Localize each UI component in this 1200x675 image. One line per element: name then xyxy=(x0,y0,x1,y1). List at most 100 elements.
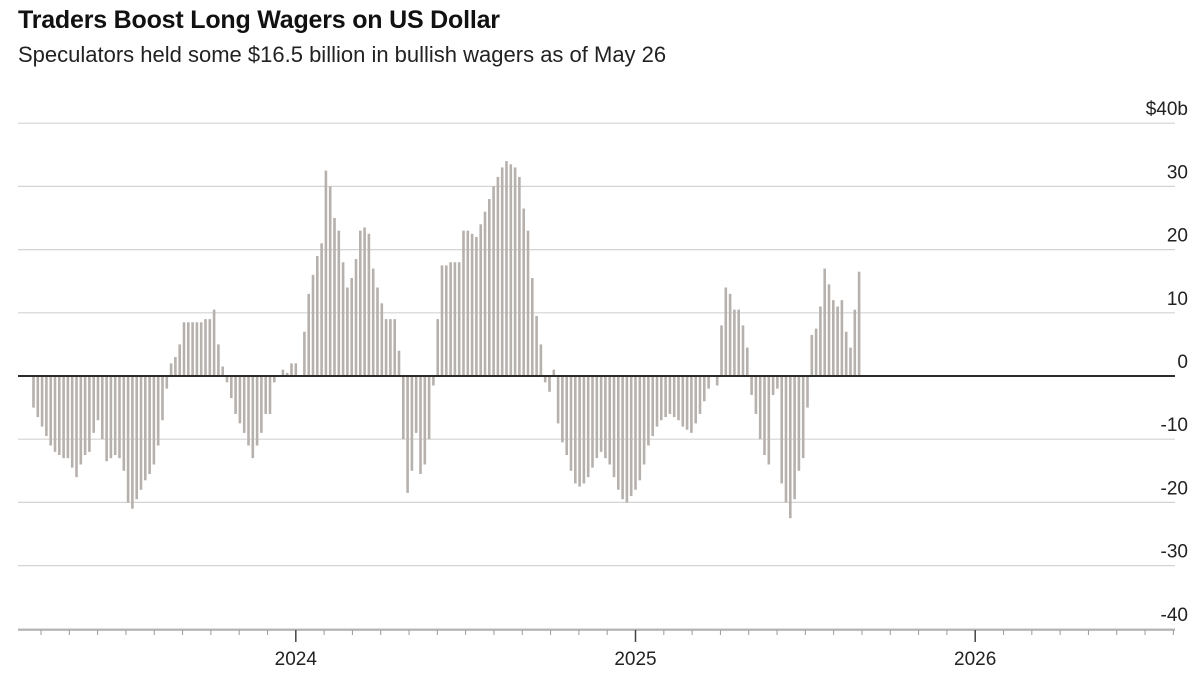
bar xyxy=(234,376,237,414)
bar xyxy=(526,230,530,376)
bar xyxy=(771,376,775,395)
bar xyxy=(574,376,577,484)
bar xyxy=(135,376,138,500)
bar xyxy=(707,376,710,389)
bar xyxy=(281,369,285,376)
bar xyxy=(832,300,835,376)
bar xyxy=(690,376,693,433)
bar xyxy=(582,376,586,484)
bar xyxy=(746,347,749,376)
bar xyxy=(187,322,190,376)
bar xyxy=(311,274,315,376)
bar xyxy=(113,376,117,455)
bar xyxy=(608,376,611,465)
bar xyxy=(793,376,796,500)
bar xyxy=(789,376,792,519)
bar xyxy=(776,376,779,389)
bar xyxy=(758,376,762,440)
bar xyxy=(66,376,70,459)
bar xyxy=(32,376,35,408)
bar xyxy=(629,376,633,497)
y-tick-label: -40 xyxy=(1161,605,1188,626)
bar xyxy=(285,372,289,376)
bar xyxy=(844,331,848,376)
bar xyxy=(715,376,719,386)
bar xyxy=(440,265,444,376)
bar xyxy=(316,255,319,376)
bar xyxy=(483,211,487,376)
bar xyxy=(36,376,40,418)
bar xyxy=(763,376,766,455)
bar xyxy=(105,376,108,462)
y-tick-label: 30 xyxy=(1167,162,1188,183)
bar xyxy=(221,366,224,376)
bar xyxy=(664,376,667,418)
bar xyxy=(767,376,771,465)
bar xyxy=(586,376,590,478)
bar xyxy=(384,319,388,376)
bar xyxy=(406,376,409,493)
bar xyxy=(225,376,229,383)
bar xyxy=(518,176,521,376)
bar xyxy=(371,268,375,376)
bar xyxy=(359,230,362,376)
bar xyxy=(238,376,242,424)
bar xyxy=(814,328,818,376)
bar xyxy=(182,322,186,376)
bar xyxy=(827,284,831,376)
bar xyxy=(462,230,465,376)
bar xyxy=(208,319,212,376)
bar xyxy=(823,268,826,376)
bar xyxy=(668,376,672,414)
bar xyxy=(101,376,104,440)
bar xyxy=(548,376,551,392)
bar xyxy=(92,376,95,433)
bar xyxy=(333,218,336,376)
bar xyxy=(685,376,689,430)
bar xyxy=(139,376,143,490)
bar xyxy=(621,376,624,500)
bar xyxy=(178,344,181,376)
bar xyxy=(320,243,323,376)
bar xyxy=(500,167,504,376)
bar xyxy=(733,309,736,376)
y-tick-label: -10 xyxy=(1161,415,1188,436)
bar xyxy=(40,376,44,427)
bar xyxy=(543,376,547,383)
bar xyxy=(131,376,134,509)
bar xyxy=(251,376,255,459)
bar xyxy=(660,376,663,421)
bar xyxy=(53,376,57,452)
bar xyxy=(337,230,341,376)
bar xyxy=(165,376,169,389)
bar xyxy=(470,233,474,376)
bar xyxy=(552,369,556,376)
bar xyxy=(801,376,805,459)
bar xyxy=(169,363,173,376)
bar xyxy=(96,376,100,421)
bar xyxy=(634,376,637,490)
bar xyxy=(513,167,517,376)
bar xyxy=(367,233,371,376)
bar xyxy=(604,376,607,459)
bar xyxy=(737,309,740,376)
bar xyxy=(522,208,525,376)
bar xyxy=(324,170,328,376)
bar xyxy=(118,376,121,459)
bar xyxy=(810,334,814,376)
bar xyxy=(432,376,435,386)
bar xyxy=(836,306,839,376)
bar xyxy=(126,376,130,503)
bar xyxy=(414,376,418,433)
bar xyxy=(49,376,52,446)
bar xyxy=(260,376,263,433)
bar xyxy=(303,331,306,376)
bar xyxy=(612,376,616,478)
bar xyxy=(617,376,620,490)
bar xyxy=(466,230,470,376)
y-tick-label: 0 xyxy=(1177,352,1188,373)
bar xyxy=(496,176,500,376)
bar xyxy=(539,344,543,376)
bar xyxy=(122,376,126,471)
bar xyxy=(642,376,646,465)
